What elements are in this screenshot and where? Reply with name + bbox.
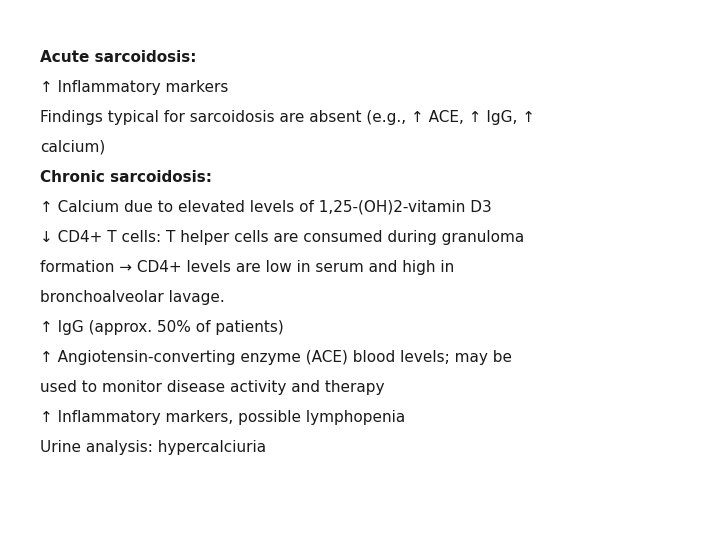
Text: Chronic sarcoidosis:: Chronic sarcoidosis: [40, 170, 212, 185]
Text: Acute sarcoidosis:: Acute sarcoidosis: [40, 50, 197, 65]
Text: ↓ CD4+ T cells: T helper cells are consumed during granuloma: ↓ CD4+ T cells: T helper cells are consu… [40, 230, 524, 245]
Text: calcium): calcium) [40, 140, 105, 155]
Text: ↑ Inflammatory markers, possible lymphopenia: ↑ Inflammatory markers, possible lymphop… [40, 410, 405, 425]
Text: ↑ IgG (approx. 50% of patients): ↑ IgG (approx. 50% of patients) [40, 320, 284, 335]
Text: Urine analysis: hypercalciuria: Urine analysis: hypercalciuria [40, 440, 266, 455]
Text: ↑ Inflammatory markers: ↑ Inflammatory markers [40, 80, 228, 95]
Text: Findings typical for sarcoidosis are absent (e.g., ↑ ACE, ↑ IgG, ↑: Findings typical for sarcoidosis are abs… [40, 110, 535, 125]
Text: ↑ Calcium due to elevated levels of 1,25-(OH)2-vitamin D3: ↑ Calcium due to elevated levels of 1,25… [40, 200, 492, 215]
Text: bronchoalveolar lavage.: bronchoalveolar lavage. [40, 290, 225, 305]
Text: used to monitor disease activity and therapy: used to monitor disease activity and the… [40, 380, 384, 395]
Text: ↑ Angiotensin-converting enzyme (ACE) blood levels; may be: ↑ Angiotensin-converting enzyme (ACE) bl… [40, 350, 512, 365]
Text: formation → CD4+ levels are low in serum and high in: formation → CD4+ levels are low in serum… [40, 260, 454, 275]
